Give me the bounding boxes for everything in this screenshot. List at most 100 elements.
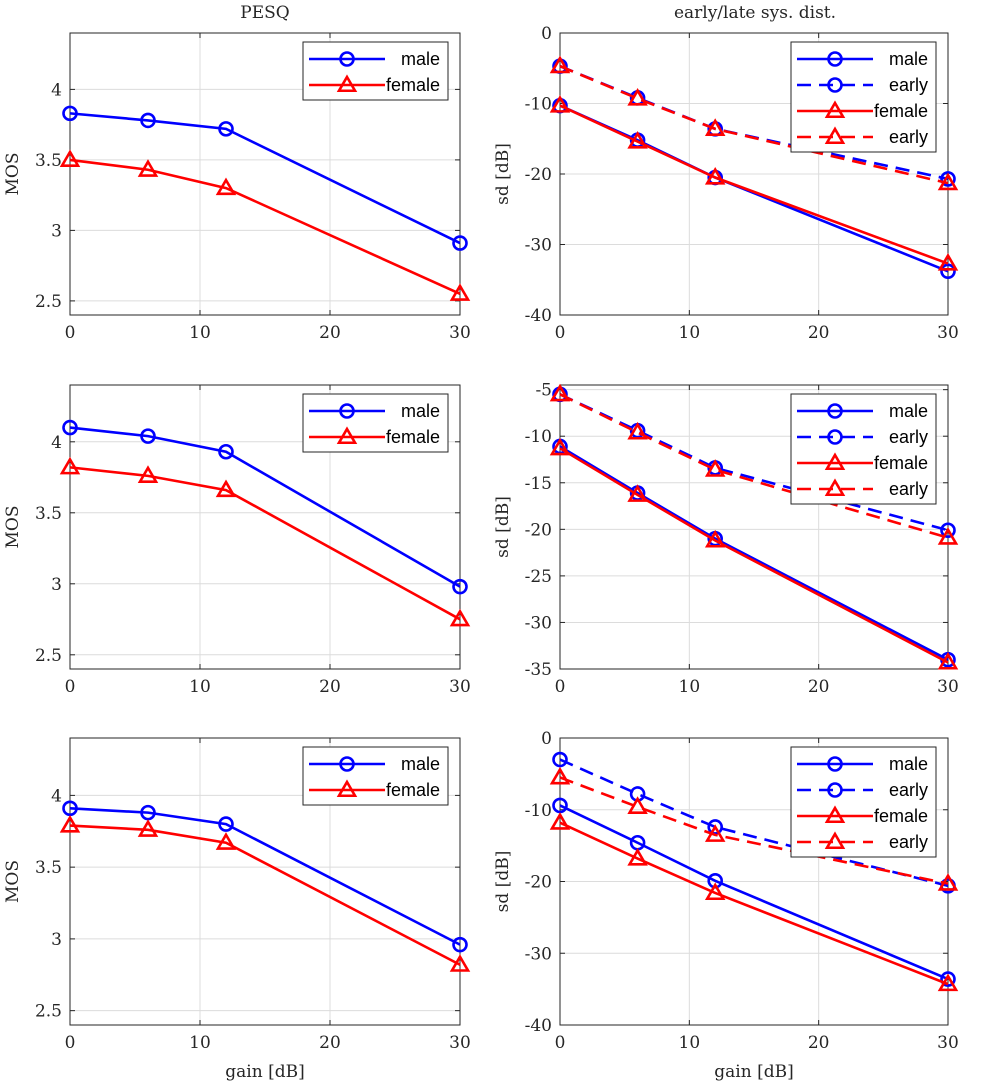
chart-1-ylabel: MOS <box>3 153 23 196</box>
chart-1-xtick-label-0: 0 <box>65 323 76 343</box>
chart-3-point-1-0 <box>59 456 81 475</box>
chart-5-point-0-3 <box>452 936 468 953</box>
chart-6-legend-marker-3 <box>824 831 846 850</box>
chart-3-series-0-male <box>62 419 468 595</box>
chart-5-point-1-1 <box>137 819 159 837</box>
chart-2-legend-marker-0 <box>827 51 843 67</box>
chart-6-point-3-3 <box>937 873 959 891</box>
chart-4-ytick-label-1: -30 <box>525 613 552 633</box>
chart-6-point-2-2 <box>704 882 726 901</box>
chart-1: 0 10 20 30 2.5 3 3.5 4 MOS male female <box>3 32 471 343</box>
chart-1-series-1-female <box>59 149 471 301</box>
chart-6-line-2 <box>559 821 949 986</box>
chart-2-ylabel: sd [dB] <box>493 143 513 205</box>
chart-1-axes-frame <box>69 32 461 316</box>
chart-4-point-3-0 <box>549 383 571 402</box>
chart-5-legend-label-1: female <box>386 780 440 800</box>
chart-5-legend-label-0: male <box>401 754 440 774</box>
chart-3-point-1-3 <box>449 608 471 627</box>
chart-2-legend-marker-3 <box>824 126 846 145</box>
chart-3-ytick-label-1: 3 <box>51 575 62 595</box>
chart-3-legend: male female <box>302 393 449 453</box>
chart-2-xtick-label-3: 30 <box>937 323 959 343</box>
chart-6-xtick-label-3: 30 <box>937 1033 959 1053</box>
chart-3-legend-marker-0 <box>339 403 355 419</box>
chart-4-point-3-3 <box>937 527 959 545</box>
chart-2-point-3-1 <box>627 87 648 106</box>
chart-5-ytick-label-3: 4 <box>51 786 62 806</box>
chart-4-point-2-3 <box>937 651 959 670</box>
chart-4-point-3-1 <box>627 421 648 440</box>
chart-4-legend-marker-2 <box>824 452 846 471</box>
chart-5-xtick-label-2: 20 <box>319 1033 341 1053</box>
chart-6-point-0-3 <box>940 971 956 987</box>
chart-6-point-2-0 <box>549 812 571 830</box>
chart-6-series-3-early <box>549 766 959 891</box>
chart-3: 0 10 20 30 2.5 3 3.5 4 MOS male female <box>3 384 471 697</box>
chart-5-line-0 <box>69 807 461 946</box>
chart-5-series-1-female <box>59 814 471 972</box>
chart-1-legend: male female <box>302 41 449 101</box>
chart-5-point-0-2 <box>218 816 234 832</box>
chart-4-line-2 <box>559 447 949 664</box>
chart-4-ylabel: sd [dB] <box>493 496 513 558</box>
chart-2-xtick-label-2: 20 <box>808 323 830 343</box>
chart-3-xtick-label-2: 20 <box>319 677 341 697</box>
chart-5-xtick-label-0: 0 <box>65 1033 76 1053</box>
chart-3-ytick-label-2: 3.5 <box>35 504 62 524</box>
chart-6-ytick-label-1: -30 <box>525 944 552 964</box>
chart-2-legend-marker-2 <box>824 100 846 119</box>
chart-6: 0 10 20 30 -40 -30 -20 -10 0 sd [dB] gain [dB] male… <box>493 729 959 1082</box>
chart-4-legend-marker-0 <box>827 403 843 419</box>
chart-6-legend-label-0: male <box>889 754 928 774</box>
chart-5-ytick-label-0: 2.5 <box>35 1002 62 1022</box>
chart-6-series-2-female <box>549 812 959 992</box>
chart-6-xtick-label-2: 20 <box>808 1033 830 1053</box>
chart-3-point-0-2 <box>218 443 234 460</box>
chart-5-point-1-0 <box>59 814 81 833</box>
chart-6-ylabel: sd [dB] <box>493 851 513 913</box>
chart-2-point-1-3 <box>940 171 956 187</box>
chart-6-ytick-label-4: 0 <box>541 729 552 749</box>
chart-1-legend-label-0: male <box>401 49 440 69</box>
chart-5-series-0-male <box>62 800 468 953</box>
chart-4-point-3-2 <box>704 459 726 477</box>
chart-2-point-3-2 <box>704 118 726 136</box>
chart-2-point-2-0 <box>549 95 571 113</box>
chart-5-axes-frame <box>69 737 461 1026</box>
chart-5-point-0-0 <box>62 800 78 817</box>
chart-4-ytick-label-2: -25 <box>525 567 552 587</box>
chart-5-legend-marker-1 <box>336 779 358 798</box>
chart-3-xtick-label-3: 30 <box>449 677 471 697</box>
chart-2-xtick-label-1: 10 <box>679 323 701 343</box>
chart-6-xtick-label-1: 10 <box>679 1033 701 1053</box>
chart-2-line-3 <box>559 64 949 185</box>
chart-4-series-2-female <box>549 437 959 670</box>
chart-3-ytick-label-3: 4 <box>51 433 62 453</box>
chart-4-xtick-label-2: 20 <box>808 677 830 697</box>
chart-1-legend-box <box>302 41 449 101</box>
chart-3-legend-label-1: female <box>386 427 440 447</box>
chart-6-legend-label-2: female <box>874 806 928 826</box>
chart-1-line-1 <box>69 158 461 296</box>
chart-4-legend-label-0: male <box>889 401 928 421</box>
chart-3-point-1-2 <box>215 479 237 498</box>
chart-2-point-3-3 <box>937 172 959 191</box>
chart-1-point-1-1 <box>137 159 159 177</box>
chart-6-ytick-label-3: -10 <box>525 801 552 821</box>
chart-3-series-1-female <box>59 456 471 627</box>
chart-6-legend-label-3: early <box>889 832 928 852</box>
chart-1-xtick-label-3: 30 <box>449 323 471 343</box>
chart-3-legend-label-0: male <box>401 401 440 421</box>
chart-1-legend-marker-0 <box>339 51 355 67</box>
chart-6-legend: male early female early <box>790 746 937 858</box>
chart-4-xtick-label-3: 30 <box>937 677 959 697</box>
chart-2-series-3-early <box>549 55 959 191</box>
chart-1-legend-label-1: female <box>386 75 440 95</box>
chart-5-point-1-3 <box>449 954 471 972</box>
chart-3-point-0-1 <box>140 428 156 444</box>
chart-2-series-2-female <box>549 95 959 271</box>
chart-4-legend: male early female early <box>790 393 937 505</box>
chart-3-point-0-0 <box>62 419 78 436</box>
chart-6-xtick-label-0: 0 <box>555 1033 566 1053</box>
